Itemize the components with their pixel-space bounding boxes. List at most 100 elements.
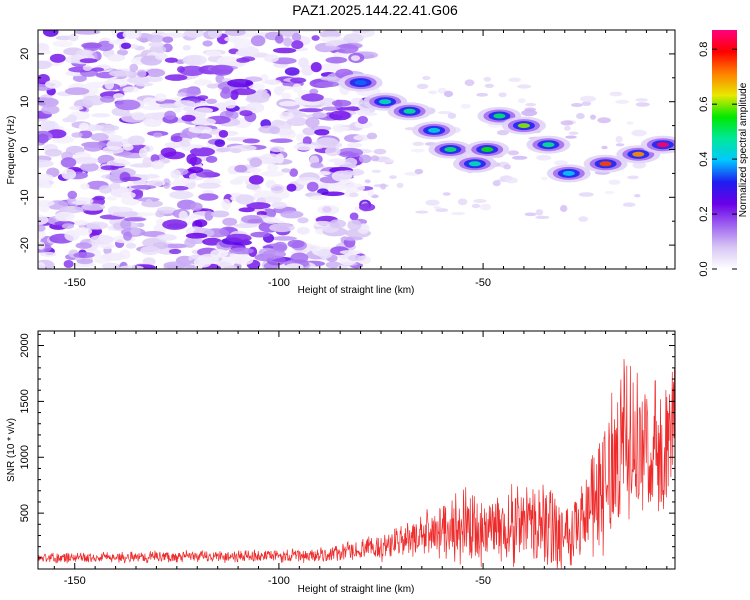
heatmap-cell (202, 40, 213, 47)
heatmap-cell (507, 150, 519, 156)
heatmap-cell (67, 190, 78, 199)
heatmap-cell (78, 122, 90, 131)
heatmap-cell (224, 30, 246, 37)
snr-x-axis-label: Height of straight line (km) (298, 584, 415, 595)
x-tick-label: -150 (64, 575, 86, 587)
heatmap-cell (221, 198, 231, 210)
heatmap-cell (350, 55, 361, 61)
heatmap-cell (301, 93, 324, 102)
heatmap-cell (354, 80, 367, 86)
heatmap-cell (74, 227, 93, 236)
heatmap-cell (414, 168, 424, 175)
heatmap-cell (615, 135, 623, 143)
heatmap-cell (313, 220, 332, 226)
heatmap-cell (235, 50, 251, 57)
heatmap-cell (49, 53, 66, 63)
heatmap-cell (281, 168, 291, 173)
heatmap-cell (656, 142, 669, 148)
heatmap-cell (349, 192, 359, 198)
heatmap-cell (428, 127, 441, 133)
heatmap-cell (524, 212, 537, 217)
x-tick-label: -100 (268, 575, 290, 587)
colorbar-gradient (712, 30, 737, 269)
heatmap-cell (325, 146, 341, 157)
heatmap-cell (234, 164, 248, 173)
heatmap-cell (317, 205, 340, 215)
heatmap-cell (164, 74, 188, 81)
heatmap-cell (233, 223, 258, 229)
heatmap-cell (269, 223, 295, 233)
heatmap-cell (337, 265, 348, 269)
heatmap-cell (329, 110, 351, 121)
heatmap-cell (321, 191, 345, 197)
heatmap-cell (250, 231, 271, 238)
heatmap-cell (379, 99, 392, 105)
heatmap-cell (305, 117, 320, 128)
heatmap-cell (314, 129, 330, 136)
heatmap-cell (249, 157, 262, 168)
heatmap-cell (483, 76, 492, 82)
heatmap-cell (349, 212, 359, 221)
heatmap-cell (290, 252, 309, 264)
heatmap-cell (425, 199, 440, 206)
heatmap-cell (120, 219, 132, 230)
heatmap-cell (106, 160, 131, 167)
heatmap-cell (221, 86, 230, 95)
heatmap-cell (358, 154, 372, 164)
heatmap-cell (147, 34, 165, 43)
heatmap-cell (373, 148, 387, 155)
heatmap-cell (171, 185, 189, 191)
heatmap-cell (123, 217, 147, 222)
heatmap-cell (240, 56, 256, 62)
heatmap-cell (38, 241, 46, 250)
x-tick-label: -150 (64, 277, 86, 289)
heatmap-cell (123, 231, 133, 241)
heatmap-cell (146, 179, 166, 187)
heatmap-cell (315, 137, 340, 149)
heatmap-cell (45, 79, 62, 89)
heatmap-cell (269, 146, 285, 153)
heatmap-cell (90, 133, 109, 142)
heatmap-cell (416, 83, 429, 90)
heatmap-cell (290, 77, 307, 84)
heatmap-cell (615, 143, 625, 147)
heatmap-cell (366, 132, 378, 140)
snr-series-line (38, 358, 675, 569)
heatmap-cell (130, 227, 141, 236)
heatmap-cell (218, 130, 229, 138)
heatmap-cell (517, 123, 530, 129)
heatmap-cell (122, 86, 140, 93)
heatmap-cell (331, 99, 352, 107)
heatmap-cell (143, 119, 162, 127)
heatmap-cell (38, 133, 49, 144)
heatmap-cell (184, 237, 196, 248)
heatmap-cell (286, 183, 297, 192)
heatmap-cell (632, 151, 645, 157)
heatmap-cell (437, 87, 447, 94)
heatmap-cell (191, 117, 217, 126)
heatmap-cell (590, 114, 596, 120)
heatmap-cell (81, 203, 106, 211)
heatmap-cell (52, 40, 73, 48)
heatmap-cell (224, 99, 237, 109)
heatmap-cell (205, 155, 218, 163)
heatmap-cell (109, 182, 121, 190)
heatmap-cell (246, 183, 260, 190)
heatmap-cell (622, 202, 636, 207)
heatmap-cell (216, 147, 231, 153)
snr-y-axis-label: SNR (10 * v/v) (6, 418, 17, 482)
heatmap-cell (227, 78, 254, 88)
heatmap-cell (194, 219, 208, 228)
heatmap-cell (156, 234, 177, 241)
heatmap-cell (299, 30, 320, 33)
heatmap-cell (61, 168, 77, 180)
heatmap-cell (473, 199, 487, 203)
heatmap-cell (129, 163, 156, 168)
colorbar-label: Normalized spectral amplitude (738, 82, 749, 217)
heatmap-cell (564, 125, 571, 131)
heatmap-cell (428, 90, 438, 95)
heatmap-cell (285, 263, 304, 269)
heatmap-cell (144, 199, 154, 208)
heatmap-cell (248, 83, 266, 90)
